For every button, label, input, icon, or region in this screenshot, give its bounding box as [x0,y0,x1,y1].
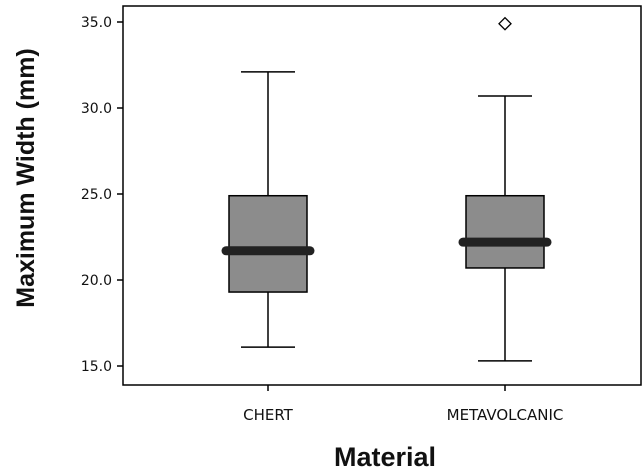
iqr-box [228,194,308,293]
x-tick-label: CHERT [243,406,294,424]
y-tick-label: 20.0 [81,273,112,289]
y-tick-label: 30.0 [81,101,112,117]
boxes-layer [221,16,552,362]
y-tick-label: 35.0 [81,15,112,31]
y-axis: 15.0 20.0 25.0 30.0 35.0 [81,15,123,375]
x-tick-label: METAVOLCANIC [447,406,564,424]
iqr-box [465,194,545,269]
x-axis-title: Material [334,442,436,472]
y-tick-label: 15.0 [81,359,112,375]
y-tick-label: 25.0 [81,187,112,203]
box-chert [221,71,315,348]
box-metavolcanic [458,16,552,362]
x-axis: CHERT METAVOLCANIC [243,385,563,424]
outlier-point [498,16,512,31]
y-axis-title: Maximum Width (mm) [12,48,40,308]
plot-area [122,5,642,386]
